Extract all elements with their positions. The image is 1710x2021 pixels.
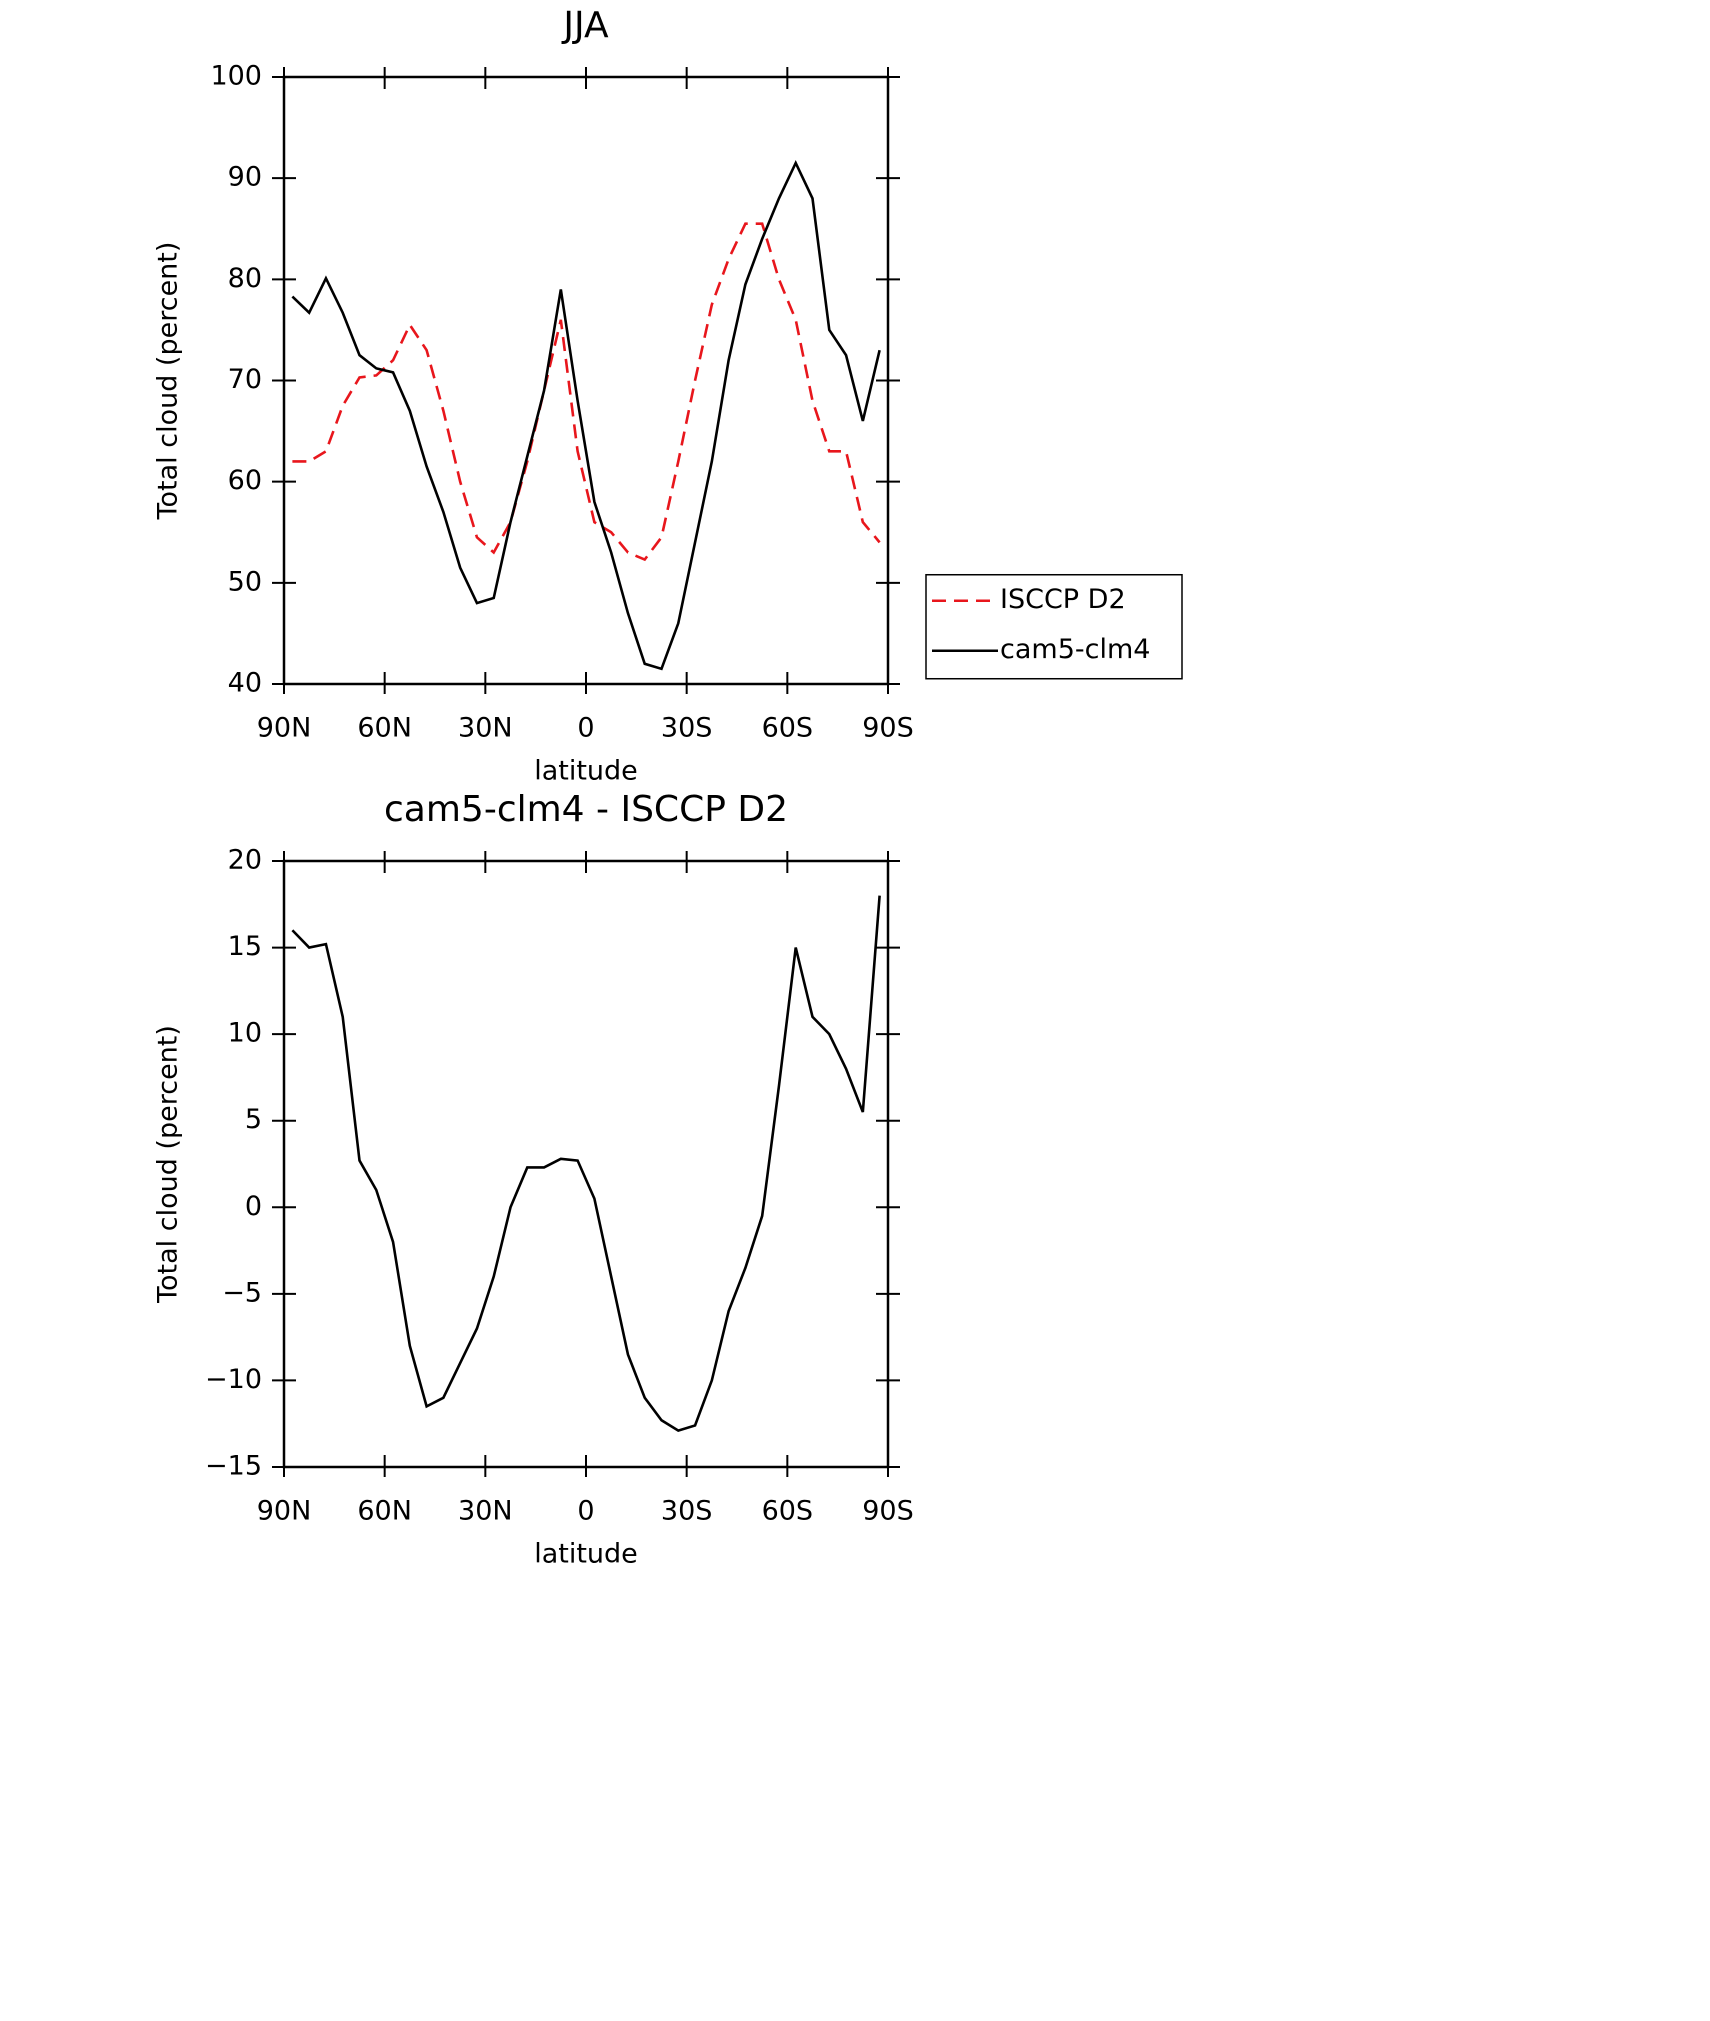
y-tick-label: 15 — [228, 931, 262, 962]
data-line — [291, 159, 881, 671]
y-tick-label: 60 — [228, 465, 262, 496]
x-axis-label: latitude — [534, 756, 638, 787]
x-tick-label: 90S — [862, 1496, 914, 1527]
x-tick-label: 30N — [458, 1496, 513, 1527]
y-axis-label: Total cloud (percent) — [153, 242, 184, 521]
data-line — [292, 222, 881, 562]
y-tick-label: 10 — [228, 1018, 262, 1049]
x-tick-label: 0 — [577, 713, 594, 744]
x-tick-label: 90N — [257, 713, 312, 744]
x-tick-label: 30S — [661, 1496, 713, 1527]
x-tick-label: 30S — [661, 713, 713, 744]
y-tick-label: 80 — [228, 263, 262, 294]
legend-box — [925, 573, 1183, 680]
x-tick-label: 90S — [862, 713, 914, 744]
chart-title: JJA — [561, 5, 609, 46]
x-tick-label: 60S — [762, 713, 814, 744]
y-tick-label: −10 — [205, 1364, 262, 1395]
legend-label: ISCCP D2 — [1000, 584, 1126, 615]
x-axis-label: latitude — [534, 1539, 638, 1570]
y-tick-label: 5 — [245, 1104, 262, 1135]
x-tick-label: 0 — [577, 1496, 594, 1527]
legend-label: cam5-clm4 — [1000, 634, 1150, 665]
y-tick-label: 40 — [228, 668, 262, 699]
y-axis-label: Total cloud (percent) — [153, 1025, 184, 1304]
y-tick-label: 20 — [228, 845, 262, 876]
plot-frame — [282, 859, 890, 1469]
x-tick-label: 60N — [357, 713, 412, 744]
chart-title: cam5-clm4 - ISCCP D2 — [384, 789, 788, 830]
y-tick-label: −5 — [222, 1277, 262, 1308]
x-tick-label: 90N — [257, 1496, 312, 1527]
x-tick-label: 60S — [762, 1496, 814, 1527]
x-tick-label: 30N — [458, 713, 513, 744]
plot-frame — [282, 75, 890, 686]
y-tick-label: 0 — [245, 1191, 262, 1222]
y-tick-label: −15 — [205, 1451, 262, 1482]
y-tick-label: 70 — [228, 364, 262, 395]
data-line — [291, 895, 881, 1433]
y-tick-label: 90 — [228, 162, 262, 193]
x-tick-label: 60N — [357, 1496, 412, 1527]
y-tick-label: 100 — [210, 61, 262, 92]
y-tick-label: 50 — [228, 566, 262, 597]
